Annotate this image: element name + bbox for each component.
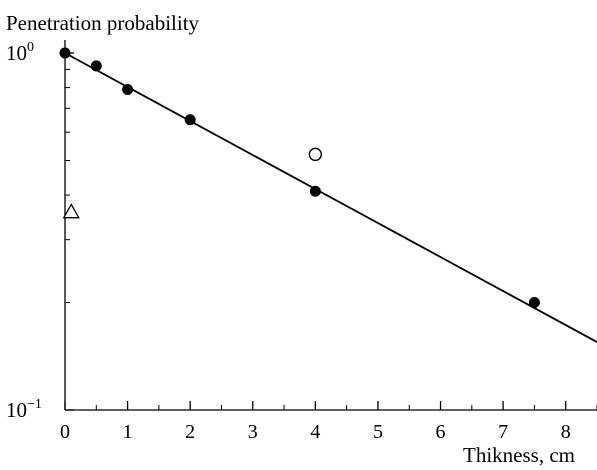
x-axis-title: Thikness, cm bbox=[463, 443, 575, 467]
filled-data-point bbox=[59, 47, 71, 59]
x-tick-label: 0 bbox=[60, 421, 70, 443]
y-tick-exponent: 0 bbox=[27, 40, 34, 55]
x-tick-label: 8 bbox=[561, 421, 571, 443]
fit-line-group bbox=[64, 52, 597, 343]
axes bbox=[64, 40, 597, 411]
data-points bbox=[59, 47, 540, 309]
x-tick-label: 1 bbox=[123, 421, 133, 443]
filled-data-point bbox=[90, 60, 102, 72]
y-tick-base: 10 bbox=[6, 398, 27, 422]
filled-data-point bbox=[309, 185, 321, 197]
filled-data-point bbox=[528, 297, 540, 309]
x-tick-label: 6 bbox=[436, 421, 446, 443]
x-tick-label: 7 bbox=[498, 421, 508, 443]
y-tick-label: 100 bbox=[6, 40, 34, 65]
y-tick-exponent: −1 bbox=[27, 397, 42, 412]
filled-data-point bbox=[184, 114, 196, 126]
fit-line bbox=[64, 52, 597, 343]
y-tick-base: 10 bbox=[6, 41, 27, 65]
open-data-point bbox=[308, 147, 323, 162]
x-tick-label: 3 bbox=[248, 421, 258, 443]
x-tick-label: 2 bbox=[185, 421, 195, 443]
y-tick-label: 10−1 bbox=[6, 397, 42, 422]
triangle-data-point bbox=[62, 203, 80, 219]
x-tick-label: 4 bbox=[310, 421, 320, 443]
x-tick-label: 5 bbox=[373, 421, 383, 443]
y-axis-title: Penetration probability bbox=[6, 11, 200, 35]
filled-data-point bbox=[122, 84, 134, 96]
